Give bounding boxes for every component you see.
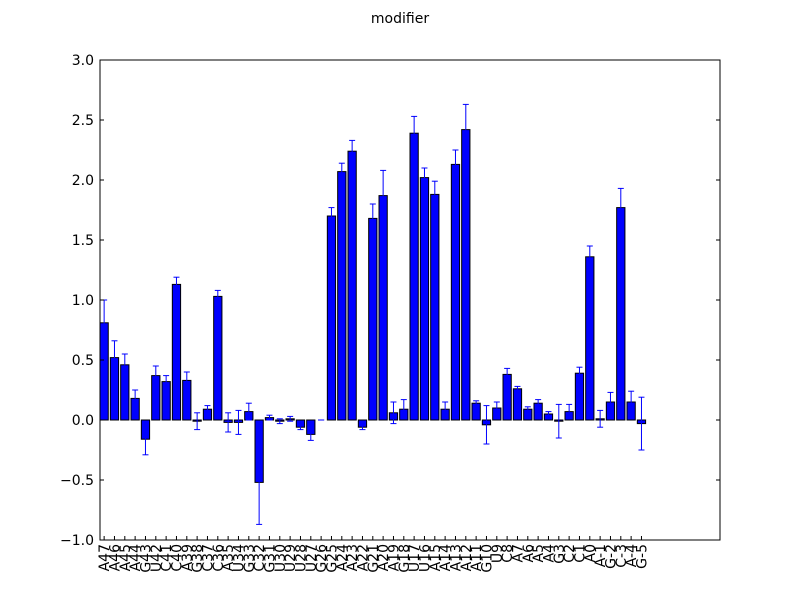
- x-tick-label: A4: [541, 544, 557, 563]
- x-tick-label: U29: [283, 544, 299, 572]
- x-tick-label: A44: [128, 544, 144, 571]
- x-tick-label: U42: [149, 544, 165, 572]
- x-tick-label: C40: [169, 544, 185, 572]
- x-tick-label: C-3: [614, 544, 630, 568]
- bar: [461, 129, 471, 421]
- x-tick-label: C2: [562, 544, 578, 563]
- x-tick-label: A35: [221, 544, 237, 571]
- x-tick-label: A46: [107, 544, 123, 571]
- y-tick-label: 3.0: [72, 53, 94, 69]
- x-tick-label: G31: [262, 544, 278, 573]
- x-tick-label: C32: [252, 544, 268, 572]
- chart-title: modifier: [371, 11, 429, 27]
- x-tick-label: U34: [231, 544, 247, 572]
- bar: [368, 217, 378, 421]
- x-tick-label: A5: [531, 544, 547, 562]
- x-tick-label: A12: [459, 544, 475, 571]
- x-tick-label: A15: [428, 544, 444, 571]
- x-tick-label: A7: [510, 544, 526, 562]
- x-tick-label: A23: [345, 544, 361, 571]
- bar: [337, 171, 347, 421]
- x-tick-label: G21: [366, 544, 382, 573]
- x-tick-label: G25: [324, 544, 340, 573]
- x-tick-label: G38: [190, 544, 206, 573]
- x-tick-label: G3: [552, 544, 568, 564]
- x-tick-label: C37: [200, 544, 216, 572]
- plot-frame: [99, 59, 721, 541]
- x-tick-label: U27: [304, 544, 320, 572]
- x-tick-label: U9: [490, 544, 506, 563]
- y-tick-label: −0.5: [60, 473, 94, 489]
- bar: [574, 372, 585, 421]
- x-tick-label: G43: [138, 544, 154, 573]
- x-tick-label: G33: [242, 544, 258, 573]
- x-tick-label: A11: [469, 544, 485, 571]
- x-tick-label: G26: [314, 544, 330, 573]
- x-tick-label: A-4: [624, 544, 640, 567]
- x-tick-label: G18: [397, 544, 413, 573]
- x-tick-label: G-5: [634, 544, 650, 569]
- x-tick-label: A-1: [593, 544, 609, 567]
- bar: [450, 163, 461, 421]
- x-tick-label: A39: [180, 544, 196, 571]
- bar: [616, 207, 626, 421]
- y-tick-label: 1.5: [72, 233, 94, 249]
- bar: [213, 295, 223, 421]
- y-tick-label: 2.0: [72, 173, 94, 189]
- x-tick-label: A24: [335, 544, 351, 571]
- x-tick-label: C41: [159, 544, 175, 572]
- x-tick-label: U28: [293, 544, 309, 572]
- x-tick-label: A45: [118, 544, 134, 571]
- x-tick-label: C8: [500, 544, 516, 563]
- bar: [326, 215, 337, 421]
- bar: [585, 256, 595, 421]
- x-tick-label: A0: [583, 544, 599, 562]
- y-tick-label: 0.5: [72, 353, 94, 369]
- x-tick-label: C36: [211, 544, 227, 572]
- x-tick-label: G10: [479, 544, 495, 573]
- y-tick-label: 0.0: [72, 413, 94, 429]
- bar: [347, 150, 357, 421]
- bar: [502, 373, 512, 421]
- bar: [419, 177, 430, 421]
- x-tick-label: A13: [448, 544, 464, 571]
- x-tick-label: A47: [97, 544, 113, 571]
- bar: [409, 132, 419, 421]
- x-tick-label: C1: [572, 544, 588, 563]
- x-tick-label: A20: [376, 544, 392, 571]
- y-tick-label: −1.0: [60, 533, 94, 549]
- bar: [430, 193, 440, 421]
- x-tick-label: A22: [355, 544, 371, 571]
- x-tick-label: U17: [407, 544, 423, 572]
- y-tick-label: 2.5: [72, 113, 94, 129]
- x-tick-label: A6: [521, 544, 537, 563]
- y-tick-label: 1.0: [72, 293, 94, 309]
- bar: [171, 283, 182, 421]
- x-tick-label: G-2: [603, 544, 619, 569]
- x-tick-label: A14: [438, 544, 454, 571]
- x-tick-label: U16: [417, 544, 433, 572]
- bar: [512, 388, 523, 421]
- x-tick-label: U30: [273, 544, 289, 572]
- x-tick-label: A19: [386, 544, 402, 571]
- bar: [378, 195, 388, 421]
